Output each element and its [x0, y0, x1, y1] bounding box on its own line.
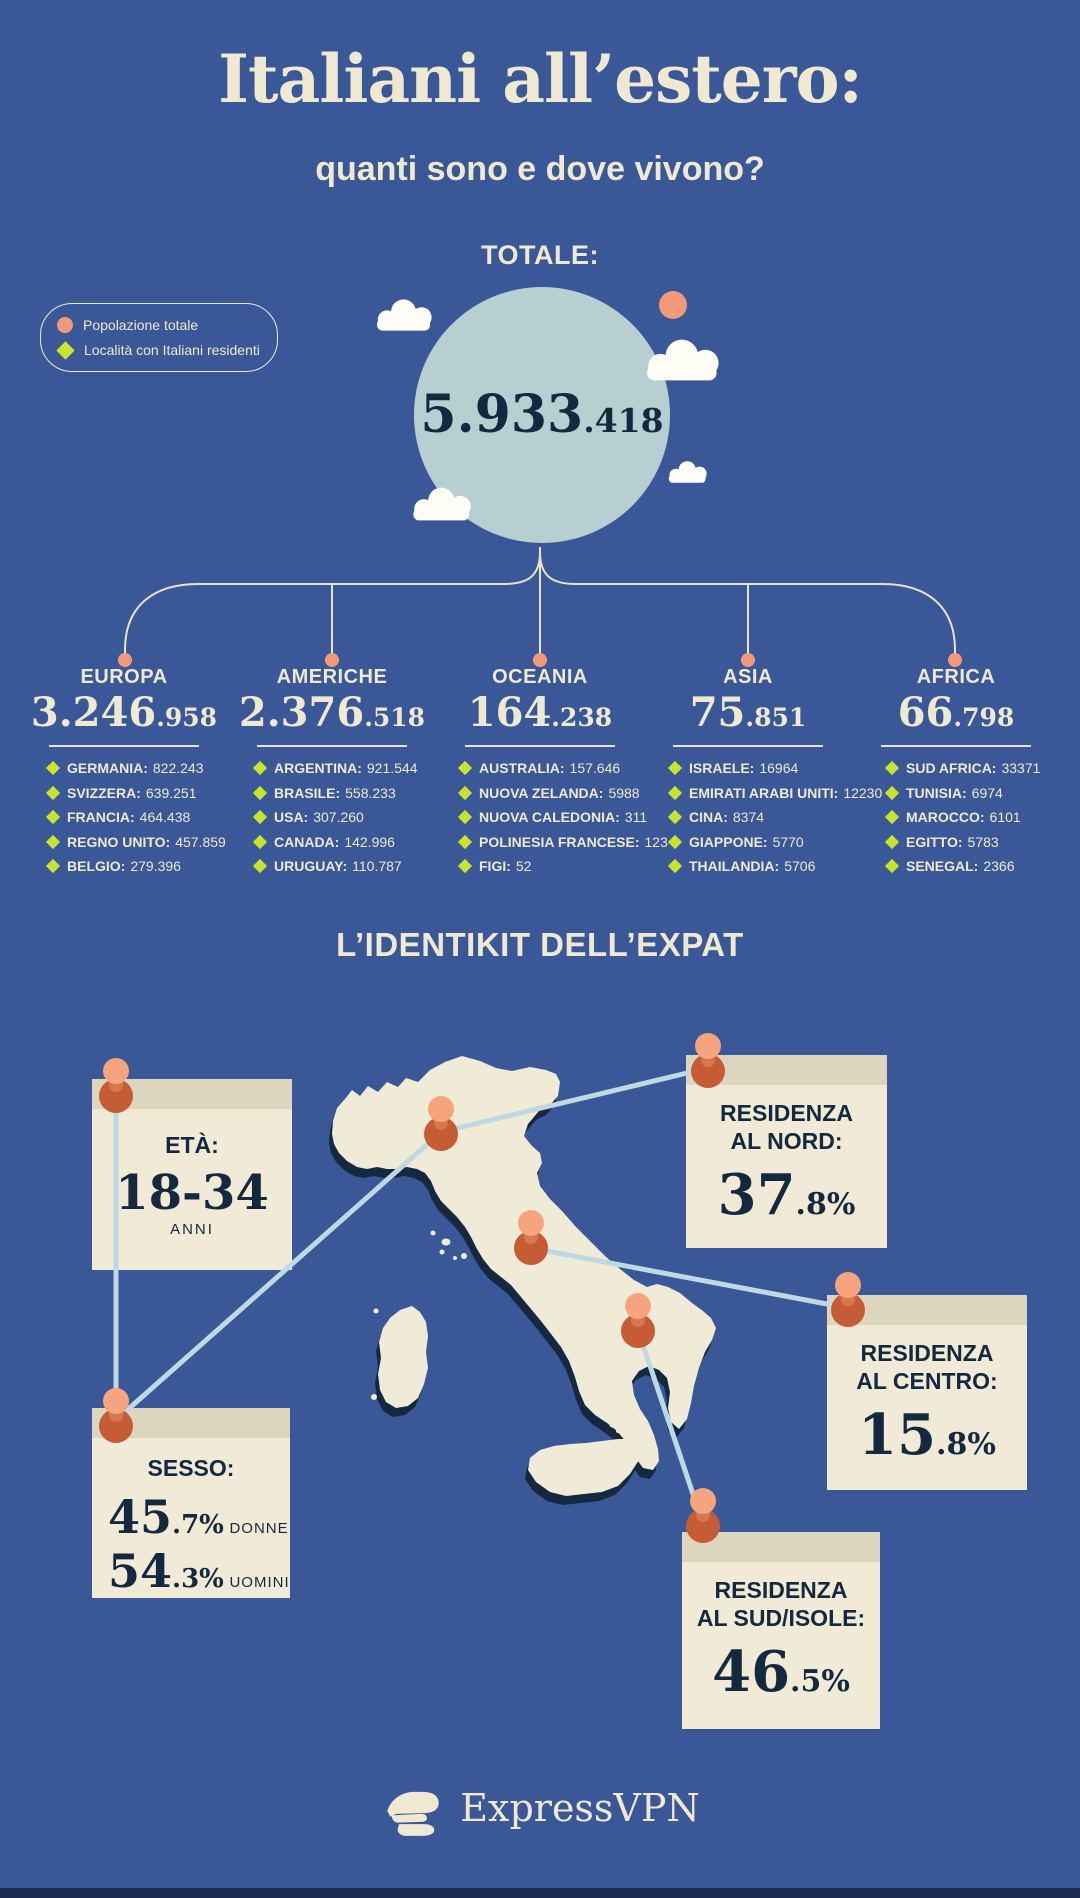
list-item: AUSTRALIA: 157.646 — [457, 756, 650, 781]
total-label: TOTALE: — [481, 240, 599, 270]
sesso-row-uomini: 54.3% UOMINI — [108, 1544, 290, 1598]
eta-label: ETÀ: — [165, 1132, 219, 1158]
continent-name: OCEANIA — [492, 666, 588, 688]
person-pin-icon — [830, 1272, 866, 1328]
list-item: SENEGAL: 2366 — [884, 854, 1066, 879]
list-item: URUGUAY: 110.787 — [252, 854, 442, 879]
continent-total: 2.376.518 — [238, 689, 426, 736]
footer: ExpressVPN — [0, 1778, 1080, 1838]
person-pin-icon — [98, 1388, 134, 1444]
list-item: CINA: 8374 — [667, 805, 858, 830]
continent-column-asia: ASIA 75.851 ISRAELE: 16964 EMIRATI ARABI … — [638, 666, 882, 879]
person-pin-icon — [513, 1210, 549, 1266]
divider — [881, 745, 1031, 747]
continent-column-europa: EUROPA 3.246.958 GERMANIA: 822.243 SVIZZE… — [14, 666, 234, 879]
nord-label: RESIDENZA AL NORD: — [720, 1100, 853, 1154]
list-item: TUNISIA: 6974 — [884, 781, 1066, 806]
list-item: MAROCCO: 6101 — [884, 805, 1066, 830]
list-item: NUOVA ZELANDA: 5988 — [457, 781, 650, 806]
list-item: GERMANIA: 822.243 — [45, 756, 234, 781]
divider — [49, 745, 199, 747]
person-pin-icon — [690, 1033, 726, 1089]
divider — [465, 745, 615, 747]
list-item: EMIRATI ARABI UNITI: 12230 — [667, 781, 882, 806]
divider — [673, 745, 823, 747]
page-title: Italiani all’estero: — [218, 40, 863, 118]
cloud-icon — [647, 339, 719, 381]
list-item: BRASILE: 558.233 — [252, 781, 442, 806]
total-value: 5.933.418 — [420, 384, 664, 445]
population-dot-icon — [57, 317, 73, 333]
list-item: USA: 307.260 — [252, 805, 442, 830]
sun-icon — [659, 291, 687, 319]
cloud-icon — [377, 299, 432, 331]
centro-value: 15.8% — [858, 1402, 996, 1468]
list-item: FIGI: 52 — [457, 854, 650, 879]
continent-name: ASIA — [723, 666, 773, 688]
list-item: ISRAELE: 16964 — [667, 756, 858, 781]
brand-name: ExpressVPN — [460, 1786, 700, 1830]
list-item: POLINESIA FRANCESE: 123 — [457, 830, 668, 855]
eta-value: 18-34 — [115, 1165, 269, 1221]
divider — [257, 745, 407, 747]
country-list: GERMANIA: 822.243 SVIZZERA: 639.251 FRANCI… — [14, 756, 234, 879]
sud-value: 46.5% — [712, 1639, 850, 1705]
sud-label: RESIDENZA AL SUD/ISOLE: — [696, 1577, 866, 1631]
list-item: FRANCIA: 464.438 — [45, 805, 234, 830]
continent-column-oceania: OCEANIA 164.238 AUSTRALIA: 157.646 NUOVA … — [430, 666, 668, 879]
continent-total: 3.246.958 — [30, 689, 218, 736]
continent-name: AMERICHE — [276, 666, 388, 688]
person-pin-icon — [685, 1488, 721, 1544]
legend-item-population: Popolazione totale — [57, 314, 277, 336]
person-pin-icon — [423, 1096, 459, 1152]
person-pin-icon — [620, 1293, 656, 1349]
continent-column-africa: AFRICA 66.798 SUD AFRICA: 33371 TUNISIA: 6… — [846, 666, 1066, 879]
list-item: SUD AFRICA: 33371 — [884, 756, 1066, 781]
cloud-icon — [413, 487, 471, 521]
legend-box: Popolazione totale Località con Italiani… — [40, 303, 278, 372]
continent-column-americhe: AMERICHE 2.376.518 ARGENTINA: 921.544 BRA… — [222, 666, 442, 879]
list-item: THAILANDIA: 5706 — [667, 854, 858, 879]
eta-unit: ANNI — [170, 1221, 214, 1238]
legend-label: Popolazione totale — [83, 317, 199, 333]
list-item: ARGENTINA: 921.544 — [252, 756, 442, 781]
list-item: CANADA: 142.996 — [252, 830, 442, 855]
country-list: ISRAELE: 16964 EMIRATI ARABI UNITI: 12230 … — [638, 756, 882, 879]
list-item: SVIZZERA: 639.251 — [45, 781, 234, 806]
list-item: NUOVA CALEDONIA: 311 — [457, 805, 650, 830]
continent-dot-icon — [118, 653, 962, 667]
list-item: GIAPPONE: 5770 — [667, 830, 858, 855]
continent-total: 75.851 — [689, 689, 807, 736]
continent-total: 66.798 — [897, 689, 1015, 736]
person-pin-icon — [98, 1058, 134, 1114]
country-list: SUD AFRICA: 33371 TUNISIA: 6974 MAROCCO: 61… — [846, 756, 1066, 879]
continent-total: 164.238 — [467, 689, 613, 736]
card-residenza-sud: RESIDENZA AL SUD/ISOLE: 46.5% — [682, 1532, 880, 1729]
continent-name: EUROPA — [80, 666, 168, 688]
sesso-label: SESSO: — [147, 1455, 235, 1481]
country-list: ARGENTINA: 921.544 BRASILE: 558.233 USA: 30… — [222, 756, 442, 879]
page-subtitle: quanti sono e dove vivono? — [315, 150, 765, 188]
centro-label: RESIDENZA AL CENTRO: — [856, 1340, 998, 1394]
list-item: REGNO UNITO: 457.859 — [45, 830, 234, 855]
country-list: AUSTRALIA: 157.646 NUOVA ZELANDA: 5988 NUO… — [430, 756, 668, 879]
cloud-icon — [668, 461, 707, 483]
list-item: BELGIO: 279.396 — [45, 854, 234, 879]
nord-value: 37.8% — [717, 1162, 856, 1228]
legend-label: Località con Italiani residenti — [84, 342, 260, 358]
sesso-row-donne: 45.7% DONNE — [108, 1490, 289, 1544]
legend-item-locations: Località con Italiani residenti — [56, 339, 277, 361]
continent-name: AFRICA — [916, 666, 996, 688]
identikit-title: L’IDENTIKIT DELL’EXPAT — [336, 926, 744, 963]
bottom-bar — [0, 1888, 1080, 1898]
expressvpn-logo-icon — [387, 1791, 439, 1836]
card-residenza-centro: RESIDENZA AL CENTRO: 15.8% — [827, 1295, 1027, 1490]
list-item: EGITTO: 5783 — [884, 830, 1066, 855]
